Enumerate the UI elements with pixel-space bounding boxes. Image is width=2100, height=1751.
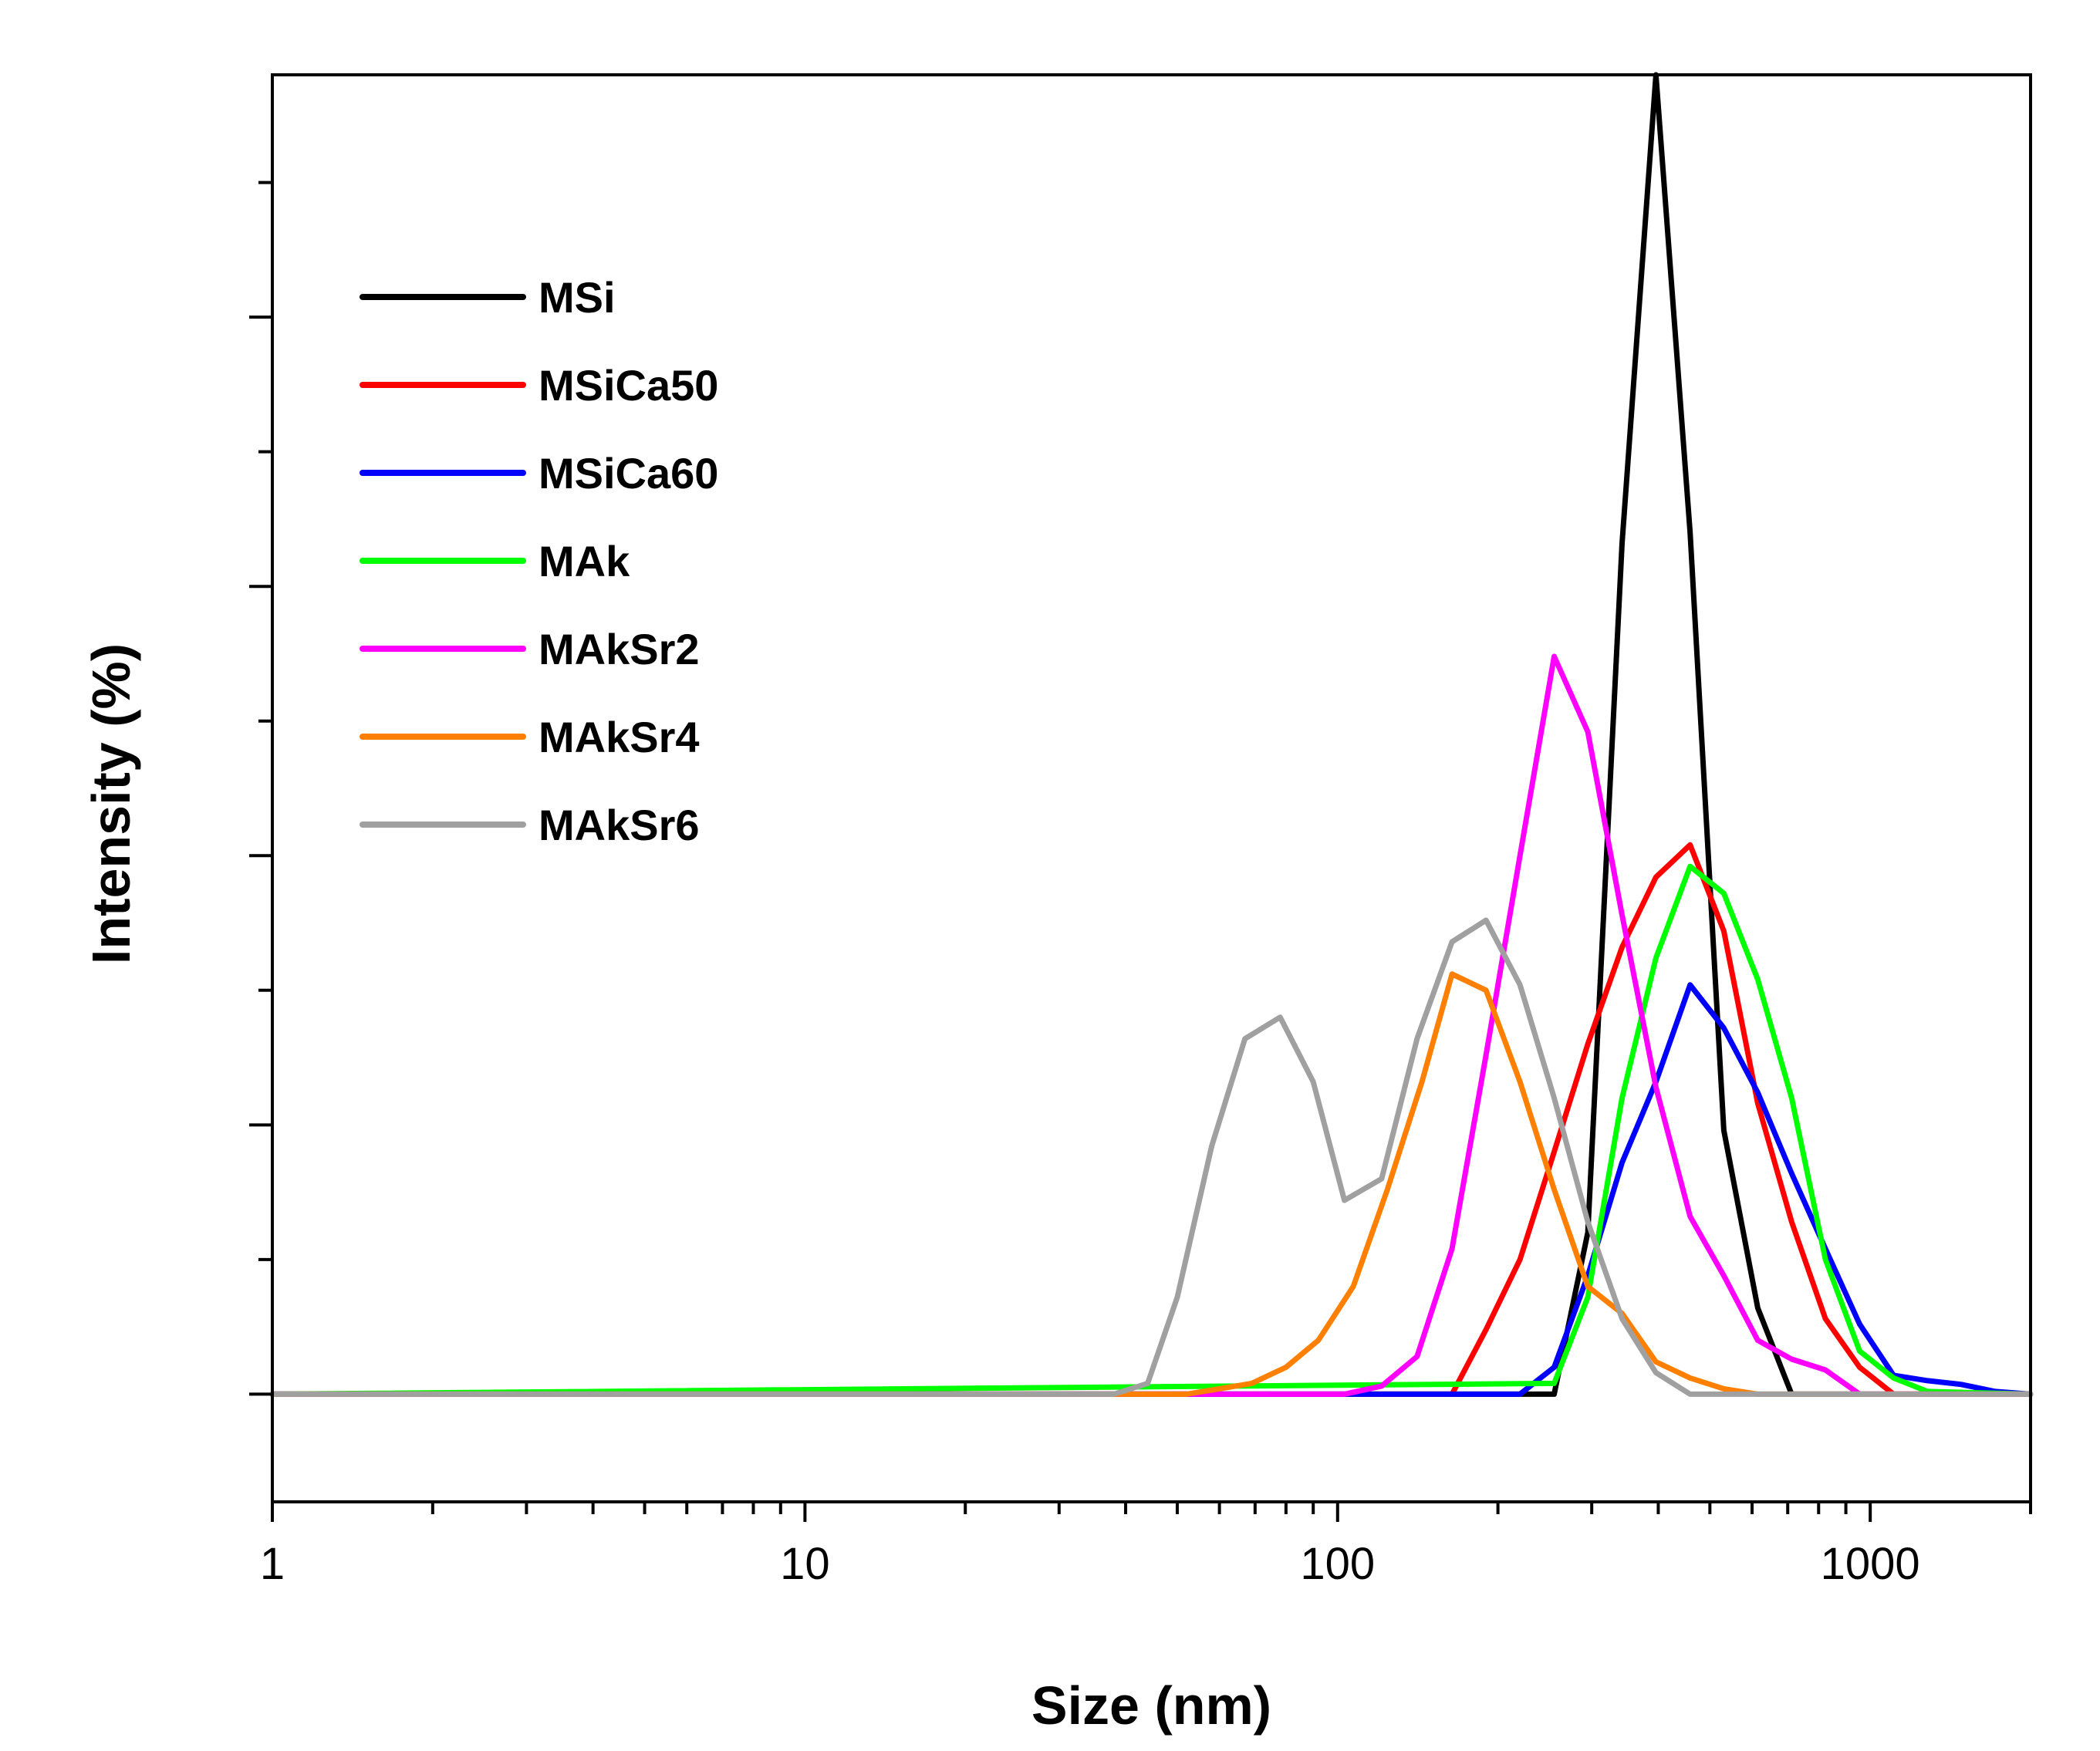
legend-label-msica50: MSiCa50 (539, 361, 718, 410)
series-line-msica60 (269, 982, 2034, 1397)
x-axis: 1 10 100 1000 (260, 1502, 2032, 1589)
x-tick-label: 1 (260, 1539, 285, 1589)
series-line-maksr2 (269, 653, 2034, 1397)
x-axis-title: Size (nm) (1031, 1675, 1271, 1736)
y-axis-title: Intensity (%) (81, 643, 141, 964)
series-line-maksr4 (269, 971, 2034, 1397)
series-layer (269, 72, 2034, 1397)
legend-label-maksr6: MAkSr6 (539, 801, 700, 849)
plot-frame (271, 73, 2032, 1503)
x-tick-label: 1000 (1821, 1539, 1920, 1589)
series-line-msica50 (269, 842, 2034, 1397)
x-tick-label: 10 (780, 1539, 830, 1589)
legend-label-maksr4: MAkSr4 (539, 713, 700, 761)
series-line-maksr6 (269, 917, 2034, 1397)
legend-label-maksr2: MAkSr2 (539, 625, 700, 673)
legend: MSi MSiCa50 MSiCa60 MAk MAkSr2 MAkSr4 MAkSr6 (360, 273, 718, 849)
legend-label-mak: MAk (539, 537, 630, 585)
legend-label-msi: MSi (539, 273, 616, 322)
series-line-mak (269, 863, 2034, 1397)
y-axis (249, 180, 272, 1396)
x-tick-label: 100 (1300, 1539, 1375, 1589)
legend-label-msica60: MSiCa60 (539, 449, 718, 498)
